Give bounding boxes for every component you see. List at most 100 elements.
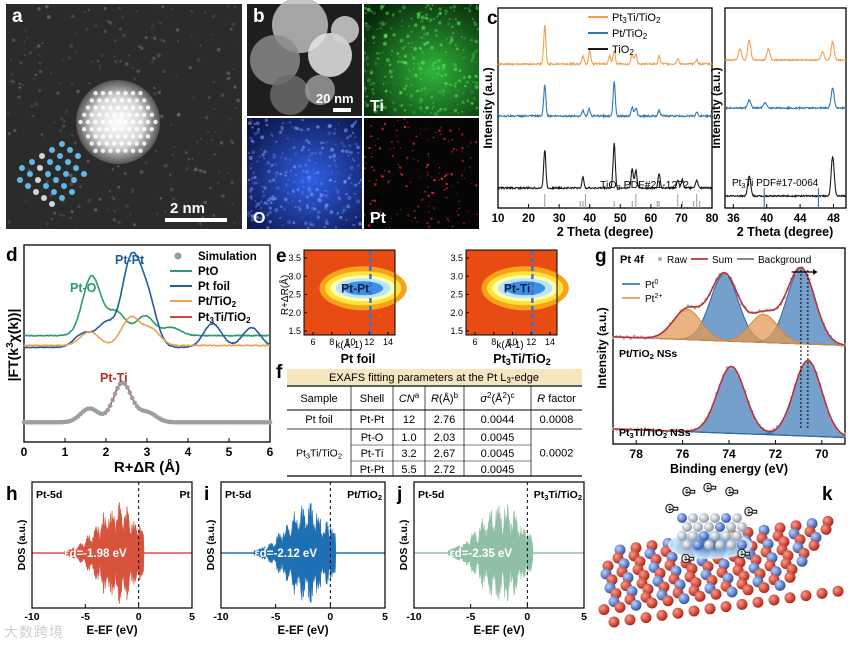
pt-signal bbox=[452, 147, 455, 150]
o-signal bbox=[250, 139, 254, 143]
pt-signal bbox=[407, 121, 409, 123]
noise-dot bbox=[150, 27, 153, 29]
ti-signal bbox=[466, 99, 470, 103]
o-signal bbox=[250, 198, 253, 201]
tick-label: 60 bbox=[644, 213, 657, 225]
d-band-center-label: εd=-1.98 eV bbox=[64, 548, 127, 560]
series-Pt/TiO2 bbox=[497, 81, 713, 119]
pt-signal bbox=[385, 227, 387, 229]
pt-signal bbox=[399, 166, 402, 169]
ti-signal bbox=[437, 108, 442, 113]
noise-dot bbox=[163, 163, 168, 168]
o-signal bbox=[342, 208, 346, 212]
noise-dot bbox=[193, 167, 198, 172]
noise-dot bbox=[59, 116, 64, 121]
ti-signal bbox=[419, 106, 423, 110]
table-cell: 0.0045 bbox=[481, 448, 515, 460]
ti-signal bbox=[401, 46, 405, 50]
pt-signal bbox=[463, 222, 466, 225]
atom-column bbox=[100, 105, 106, 110]
noise-dot bbox=[117, 185, 121, 189]
ti-signal bbox=[414, 73, 418, 78]
tick-label: 0 bbox=[524, 611, 530, 623]
pt-signal bbox=[407, 126, 409, 128]
atom-column bbox=[130, 91, 136, 96]
pt-signal bbox=[377, 137, 379, 140]
o-signal bbox=[260, 184, 264, 188]
ti-signal bbox=[419, 47, 423, 51]
map-label-o: O bbox=[253, 210, 265, 227]
model-atom bbox=[35, 177, 41, 183]
ti-signal bbox=[365, 27, 370, 32]
o-signal bbox=[327, 131, 332, 136]
tick-label: 5 bbox=[189, 611, 195, 623]
noise-dot bbox=[118, 7, 121, 10]
noise-dot bbox=[113, 39, 117, 42]
o-signal bbox=[326, 190, 329, 193]
g-sample-1: Pt/TiO2 NSs bbox=[619, 348, 677, 361]
cluster-atom bbox=[688, 513, 698, 523]
ti-signal bbox=[372, 92, 375, 95]
o-signal bbox=[271, 197, 276, 201]
pt-signal bbox=[375, 179, 378, 181]
model-atom bbox=[41, 195, 47, 201]
catalyst-model-illustration: e-e-e-e-e-e-e- bbox=[598, 478, 844, 628]
noise-dot bbox=[23, 40, 26, 43]
o-signal bbox=[359, 185, 362, 188]
series-Pt/TiO2 bbox=[23, 315, 271, 347]
noise-dot bbox=[69, 182, 74, 186]
c-main-frame bbox=[497, 7, 713, 209]
tick-label: 4 bbox=[185, 445, 192, 459]
ti-signal bbox=[382, 83, 385, 85]
pt-signal bbox=[432, 192, 434, 194]
ti-signal bbox=[442, 66, 446, 70]
legend-pt2: Pt2+ bbox=[645, 293, 662, 305]
noise-dot bbox=[122, 33, 127, 38]
noise-dot bbox=[75, 225, 78, 228]
noise-dot bbox=[112, 197, 116, 201]
pt-signal bbox=[363, 167, 366, 170]
ti-signal bbox=[407, 25, 411, 28]
noise-dot bbox=[231, 141, 234, 144]
noise-dot bbox=[37, 88, 42, 93]
o-signal bbox=[305, 205, 310, 210]
o-signal bbox=[349, 151, 353, 155]
o-signal bbox=[328, 155, 333, 159]
scale-bar bbox=[333, 108, 351, 112]
raw-point bbox=[643, 427, 647, 430]
wavelet-peak-label: Pt-Pt bbox=[341, 281, 369, 295]
pt-signal bbox=[395, 129, 398, 132]
c-inset-xlabel: 2 Theta (degree) bbox=[737, 225, 834, 239]
header-R factor: R factor bbox=[537, 393, 576, 405]
ti-signal bbox=[453, 85, 456, 87]
noise-dot bbox=[61, 59, 64, 62]
annotation-pt-ti: Pt-Ti bbox=[100, 371, 128, 385]
noise-dot bbox=[87, 8, 90, 12]
pt-signal bbox=[412, 142, 416, 145]
noise-dot bbox=[137, 44, 142, 49]
scale-bar bbox=[165, 218, 227, 222]
pt-signal bbox=[437, 220, 440, 224]
pt-signal bbox=[447, 173, 449, 175]
noise-dot bbox=[220, 93, 225, 97]
o-signal bbox=[267, 169, 271, 174]
ti-signal bbox=[380, 100, 382, 103]
pt-signal bbox=[461, 150, 463, 153]
support-atom bbox=[678, 593, 690, 605]
inset-series-Pt/TiO2 bbox=[725, 87, 847, 111]
header-part: factor bbox=[545, 393, 576, 405]
i-tag: Pt-5d bbox=[225, 489, 251, 501]
o-signal bbox=[249, 167, 253, 170]
o-signal bbox=[292, 221, 296, 225]
panel-label-h: h bbox=[6, 484, 18, 505]
o-signal bbox=[345, 192, 348, 196]
o-signal bbox=[347, 176, 351, 180]
watermark: 大数跨境 bbox=[4, 624, 64, 640]
noise-dot bbox=[160, 5, 164, 9]
noise-dot bbox=[152, 36, 157, 41]
noise-dot bbox=[216, 47, 221, 52]
o-signal bbox=[349, 134, 353, 138]
o-signal bbox=[274, 162, 278, 166]
model-atom bbox=[71, 177, 77, 183]
o-signal bbox=[256, 130, 260, 135]
